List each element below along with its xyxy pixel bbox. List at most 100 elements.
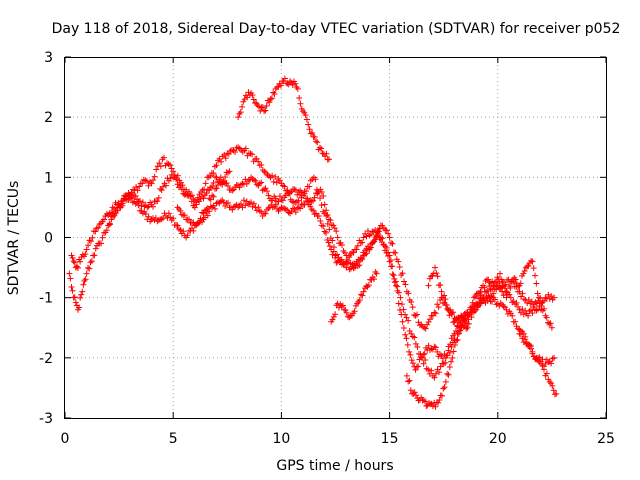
trace-point (318, 145, 325, 152)
trace-point (188, 225, 195, 232)
trace-point (434, 301, 441, 308)
trace-point (323, 150, 330, 157)
trace-point (327, 217, 334, 224)
trace-point (167, 162, 174, 169)
trace-point (281, 75, 288, 82)
data-point (503, 288, 510, 295)
data-point (434, 348, 441, 355)
trace-point (548, 380, 555, 387)
data-point (261, 108, 268, 115)
trace-point (463, 325, 470, 332)
trace-point (432, 370, 439, 377)
series-track-g (425, 257, 555, 332)
data-point (542, 294, 549, 301)
trace-point (263, 102, 270, 109)
trace-point (209, 183, 216, 190)
trace-point (424, 321, 431, 328)
trace-point (406, 377, 413, 384)
trace-point (403, 335, 410, 342)
trace-point (236, 184, 243, 191)
trace-point (388, 239, 395, 246)
trace-point (361, 251, 368, 258)
trace-point (535, 357, 542, 364)
data-point (360, 234, 367, 241)
trace-point (515, 283, 522, 290)
data-points (66, 75, 560, 410)
data-point (326, 216, 333, 223)
trace-point (237, 109, 244, 116)
data-point (66, 270, 73, 277)
trace-point (177, 207, 184, 214)
trace-point (221, 151, 228, 158)
data-point (386, 234, 393, 241)
trace-point (249, 203, 256, 210)
data-point (412, 366, 419, 373)
trace-point (309, 129, 316, 136)
data-point (470, 294, 477, 301)
trace-point (497, 300, 504, 307)
trace-point (85, 242, 92, 249)
trace-point (353, 246, 360, 253)
trace-point (338, 241, 345, 248)
trace-point (399, 270, 406, 277)
data-point (79, 288, 86, 295)
data-point (159, 156, 166, 163)
trace-point (99, 234, 106, 241)
trace-point (513, 323, 520, 330)
trace-point (197, 215, 204, 222)
trace-point (323, 207, 330, 214)
trace-point (521, 296, 528, 303)
trace-point (145, 213, 152, 220)
trace-point (428, 273, 435, 280)
x-tick-label: 20 (489, 431, 507, 447)
trace-point (345, 313, 352, 320)
trace-point (412, 340, 419, 347)
trace-point (262, 185, 269, 192)
trace-point (164, 214, 171, 221)
trace-point (330, 222, 337, 229)
trace-point (441, 292, 448, 299)
data-point (109, 204, 116, 211)
trace-point (396, 263, 403, 270)
trace-point (256, 208, 263, 215)
trace-point (366, 246, 373, 253)
trace-point (156, 160, 163, 167)
data-point (425, 282, 432, 289)
trace-point (269, 172, 276, 179)
trace-point (220, 199, 227, 206)
trace-point (211, 163, 218, 170)
trace-point (418, 394, 425, 401)
trace-point (431, 309, 438, 316)
trace-point (484, 287, 491, 294)
trace-point (539, 299, 546, 306)
trace-point (539, 356, 546, 363)
data-point (70, 294, 77, 301)
trace-point (398, 301, 405, 308)
data-point (326, 156, 333, 163)
trace-point (303, 116, 310, 123)
trace-point (155, 194, 162, 201)
trace-point (417, 351, 424, 358)
trace-point (250, 200, 257, 207)
trace-point (282, 206, 289, 213)
data-point (256, 180, 263, 187)
trace-point (432, 344, 439, 351)
trace-point (338, 303, 345, 310)
trace-point (72, 299, 79, 306)
trace-point (391, 279, 398, 286)
trace-point (434, 366, 441, 373)
data-point (226, 168, 233, 175)
data-point (525, 312, 532, 319)
trace-point (405, 290, 412, 297)
trace-point (379, 222, 386, 229)
data-point (254, 102, 261, 109)
trace-point (482, 277, 489, 284)
trace-point (133, 183, 140, 190)
trace-point (250, 176, 257, 183)
data-point (451, 318, 458, 325)
series-track-h (174, 168, 233, 229)
trace-point (188, 198, 195, 205)
trace-point (490, 290, 497, 297)
trace-point (383, 227, 390, 234)
trace-point (187, 193, 194, 200)
